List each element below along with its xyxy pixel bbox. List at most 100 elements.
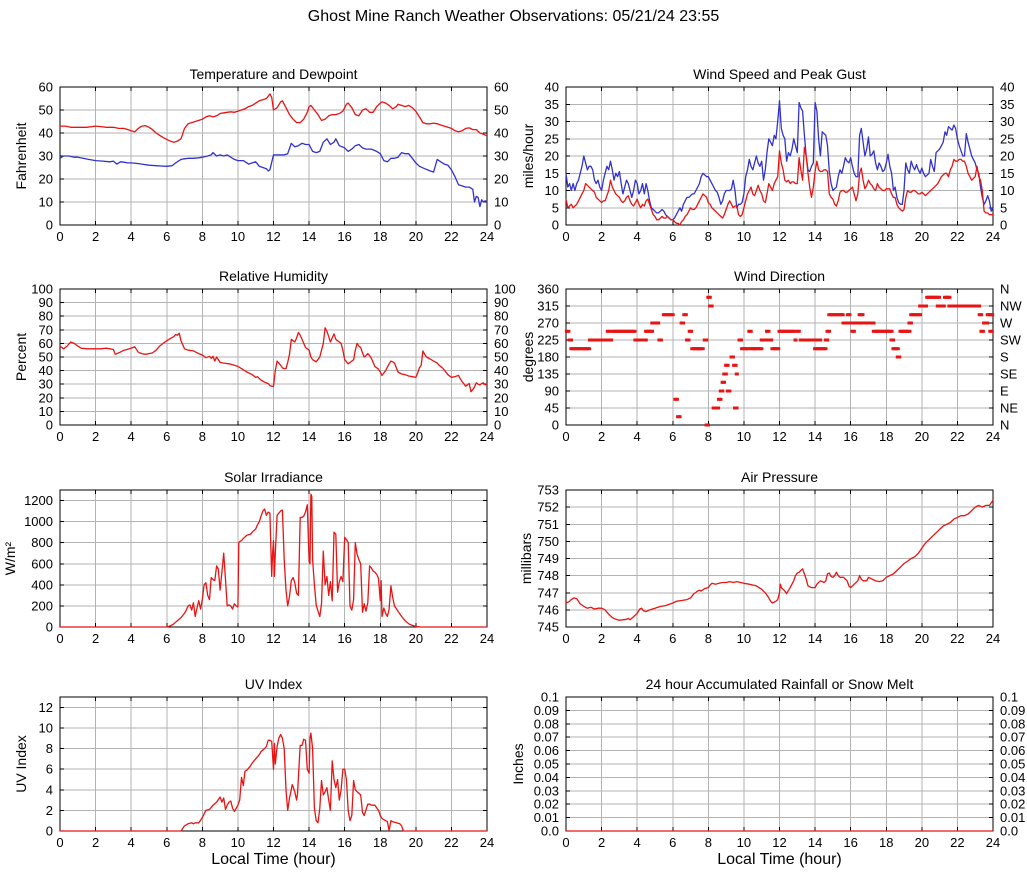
- y-tick-label: 0.04: [534, 770, 559, 785]
- y-tick-label-right: 30: [1000, 114, 1014, 129]
- y-tick-label: 0.05: [534, 757, 559, 772]
- y-tick-label: 30: [39, 377, 53, 392]
- y-tick-label: 0.01: [534, 810, 559, 825]
- x-tick-label: 8: [199, 835, 206, 850]
- y-tick-label: 45: [545, 401, 559, 416]
- y-tick-label: 50: [39, 350, 53, 365]
- x-tick-label: 14: [808, 229, 822, 244]
- x-tick-label: 2: [92, 835, 99, 850]
- y-tick-label-right: NW: [1000, 299, 1022, 314]
- y-tick-label: 10: [39, 404, 53, 419]
- y-tick-label-right: 20: [494, 390, 508, 405]
- y-tick-label-right: 20: [1000, 149, 1014, 164]
- y-tick-label-right: 20: [494, 172, 508, 187]
- y-tick-label: 749: [537, 551, 559, 566]
- x-tick-label: 6: [163, 631, 170, 646]
- y-tick-label: 100: [31, 282, 53, 297]
- x-tick-label: 18: [879, 229, 893, 244]
- x-tick-label: 24: [480, 429, 494, 444]
- x-tick-label: 0: [56, 229, 63, 244]
- uv-line: [60, 732, 487, 832]
- x-tick-label: 2: [598, 835, 605, 850]
- x-tick-label: 4: [634, 835, 641, 850]
- y-tick-label: 315: [537, 299, 559, 314]
- x-tick-label: 16: [843, 429, 857, 444]
- x-tick-label: 0: [562, 229, 569, 244]
- y-tick-label: 0.09: [534, 703, 559, 718]
- y-tick-label: 270: [537, 316, 559, 331]
- y-tick-label-right: 30: [494, 377, 508, 392]
- y-axis-label: Inches: [510, 743, 526, 784]
- y-tick-label: 80: [39, 309, 53, 324]
- y-tick-label: 0: [46, 418, 53, 433]
- x-tick-label: 6: [669, 429, 676, 444]
- x-tick-label: 8: [199, 429, 206, 444]
- y-tick-label: 753: [537, 483, 559, 498]
- y-tick-label-right: 40: [494, 126, 508, 141]
- y-tick-label: 747: [537, 585, 559, 600]
- x-tick-label: 0: [562, 429, 569, 444]
- x-tick-label: 20: [915, 631, 929, 646]
- x-tick-label: 20: [915, 835, 929, 850]
- x-tick-label: 16: [337, 429, 351, 444]
- x-tick-label: 22: [444, 229, 458, 244]
- x-tick-label: 18: [373, 631, 387, 646]
- y-tick-label-right: 80: [494, 309, 508, 324]
- y-tick-label: 0.03: [534, 783, 559, 798]
- y-tick-label: 10: [39, 195, 53, 210]
- x-tick-label: 8: [705, 631, 712, 646]
- y-tick-label-right: 15: [1000, 166, 1014, 181]
- y-tick-label: 752: [537, 500, 559, 515]
- y-tick-label: 746: [537, 602, 559, 617]
- y-tick-label: 25: [545, 131, 559, 146]
- y-tick-label-right: 0.01: [1000, 810, 1025, 825]
- y-tick-label: 748: [537, 568, 559, 583]
- y-tick-label-right: 0.06: [1000, 743, 1025, 758]
- x-tick-label: 18: [373, 229, 387, 244]
- y-tick-label-right: N: [1000, 418, 1009, 433]
- y-tick-label: 40: [39, 126, 53, 141]
- y-tick-label-right: 60: [494, 80, 508, 95]
- x-tick-label: 22: [950, 229, 964, 244]
- y-tick-label-right: 0.04: [1000, 770, 1025, 785]
- y-tick-label-right: 90: [494, 295, 508, 310]
- y-tick-label: 0: [46, 824, 53, 839]
- y-tick-label: 20: [39, 390, 53, 405]
- x-tick-label: 24: [986, 631, 1000, 646]
- x-tick-label: 14: [808, 429, 822, 444]
- solar-line: [60, 493, 487, 628]
- y-tick-label-right: 100: [494, 282, 516, 297]
- chart-title: Solar Irradiance: [224, 469, 323, 485]
- x-tick-label: 4: [128, 429, 135, 444]
- chart-title: Temperature and Dewpoint: [189, 66, 357, 82]
- x-tick-label: 0: [56, 429, 63, 444]
- y-tick-label: 0.06: [534, 743, 559, 758]
- x-tick-label: 10: [231, 631, 245, 646]
- y-tick-label-right: 0.09: [1000, 703, 1025, 718]
- y-tick-label-right: 10: [1000, 183, 1014, 198]
- x-axis-label: Local Time (hour): [211, 851, 336, 868]
- x-tick-label: 14: [808, 631, 822, 646]
- y-tick-label: 60: [39, 80, 53, 95]
- y-tick-label: 30: [545, 114, 559, 129]
- wind-speed-line: [565, 146, 993, 226]
- y-tick-label-right: SE: [1000, 367, 1018, 382]
- pressure-line: [565, 499, 994, 621]
- x-tick-label: 12: [772, 835, 786, 850]
- x-tick-label: 10: [737, 429, 751, 444]
- y-axis-label: degrees: [520, 332, 536, 383]
- y-tick-label: 12: [39, 700, 53, 715]
- x-tick-label: 6: [163, 835, 170, 850]
- x-tick-label: 16: [843, 835, 857, 850]
- x-tick-label: 24: [986, 429, 1000, 444]
- y-tick-label: 50: [39, 103, 53, 118]
- y-tick-label: 8: [46, 741, 53, 756]
- x-tick-label: 20: [915, 429, 929, 444]
- y-tick-label: 0: [46, 218, 53, 233]
- y-tick-label-right: SW: [1000, 333, 1022, 348]
- x-tick-label: 20: [409, 835, 423, 850]
